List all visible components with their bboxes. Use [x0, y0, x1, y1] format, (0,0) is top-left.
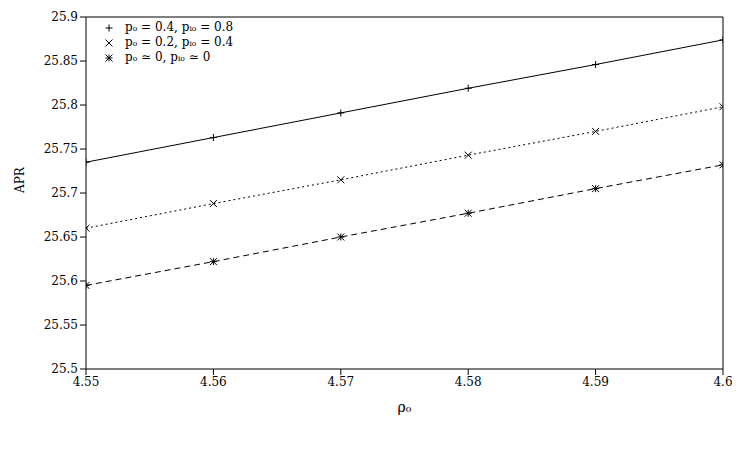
svg-text:APR: APR — [13, 166, 27, 194]
svg-text:4.55: 4.55 — [73, 375, 100, 389]
svg-text:25.5: 25.5 — [51, 362, 78, 376]
svg-text:4.57: 4.57 — [327, 375, 354, 389]
svg-text:25.9: 25.9 — [51, 10, 78, 24]
html-text:pₒ = 0.2, pᵢₒ = 0.4: pₒ = 0.2, pᵢₒ = 0.4 — [125, 35, 234, 49]
svg-text:25.6: 25.6 — [51, 274, 78, 288]
svg-text:25.8: 25.8 — [51, 98, 78, 112]
svg-text:4.56: 4.56 — [200, 375, 227, 389]
html-text:pₒ ≃ 0, pᵢₒ ≃ 0: pₒ ≃ 0, pᵢₒ ≃ 0 — [125, 50, 211, 64]
svg-text:4.58: 4.58 — [455, 375, 482, 389]
svg-text:25.85: 25.85 — [44, 54, 78, 68]
svg-text:25.65: 25.65 — [44, 230, 78, 244]
svg-text:25.55: 25.55 — [44, 318, 78, 332]
svg-text:4.6: 4.6 — [713, 375, 732, 389]
html-text:pₒ = 0.4, pᵢₒ = 0.8: pₒ = 0.4, pᵢₒ = 0.8 — [125, 20, 234, 34]
svg-text:25.7: 25.7 — [51, 186, 78, 200]
svg-text:4.59: 4.59 — [582, 375, 609, 389]
svg-text:25.75: 25.75 — [44, 142, 78, 156]
svg-text:ρ₀: ρ₀ — [398, 399, 412, 415]
